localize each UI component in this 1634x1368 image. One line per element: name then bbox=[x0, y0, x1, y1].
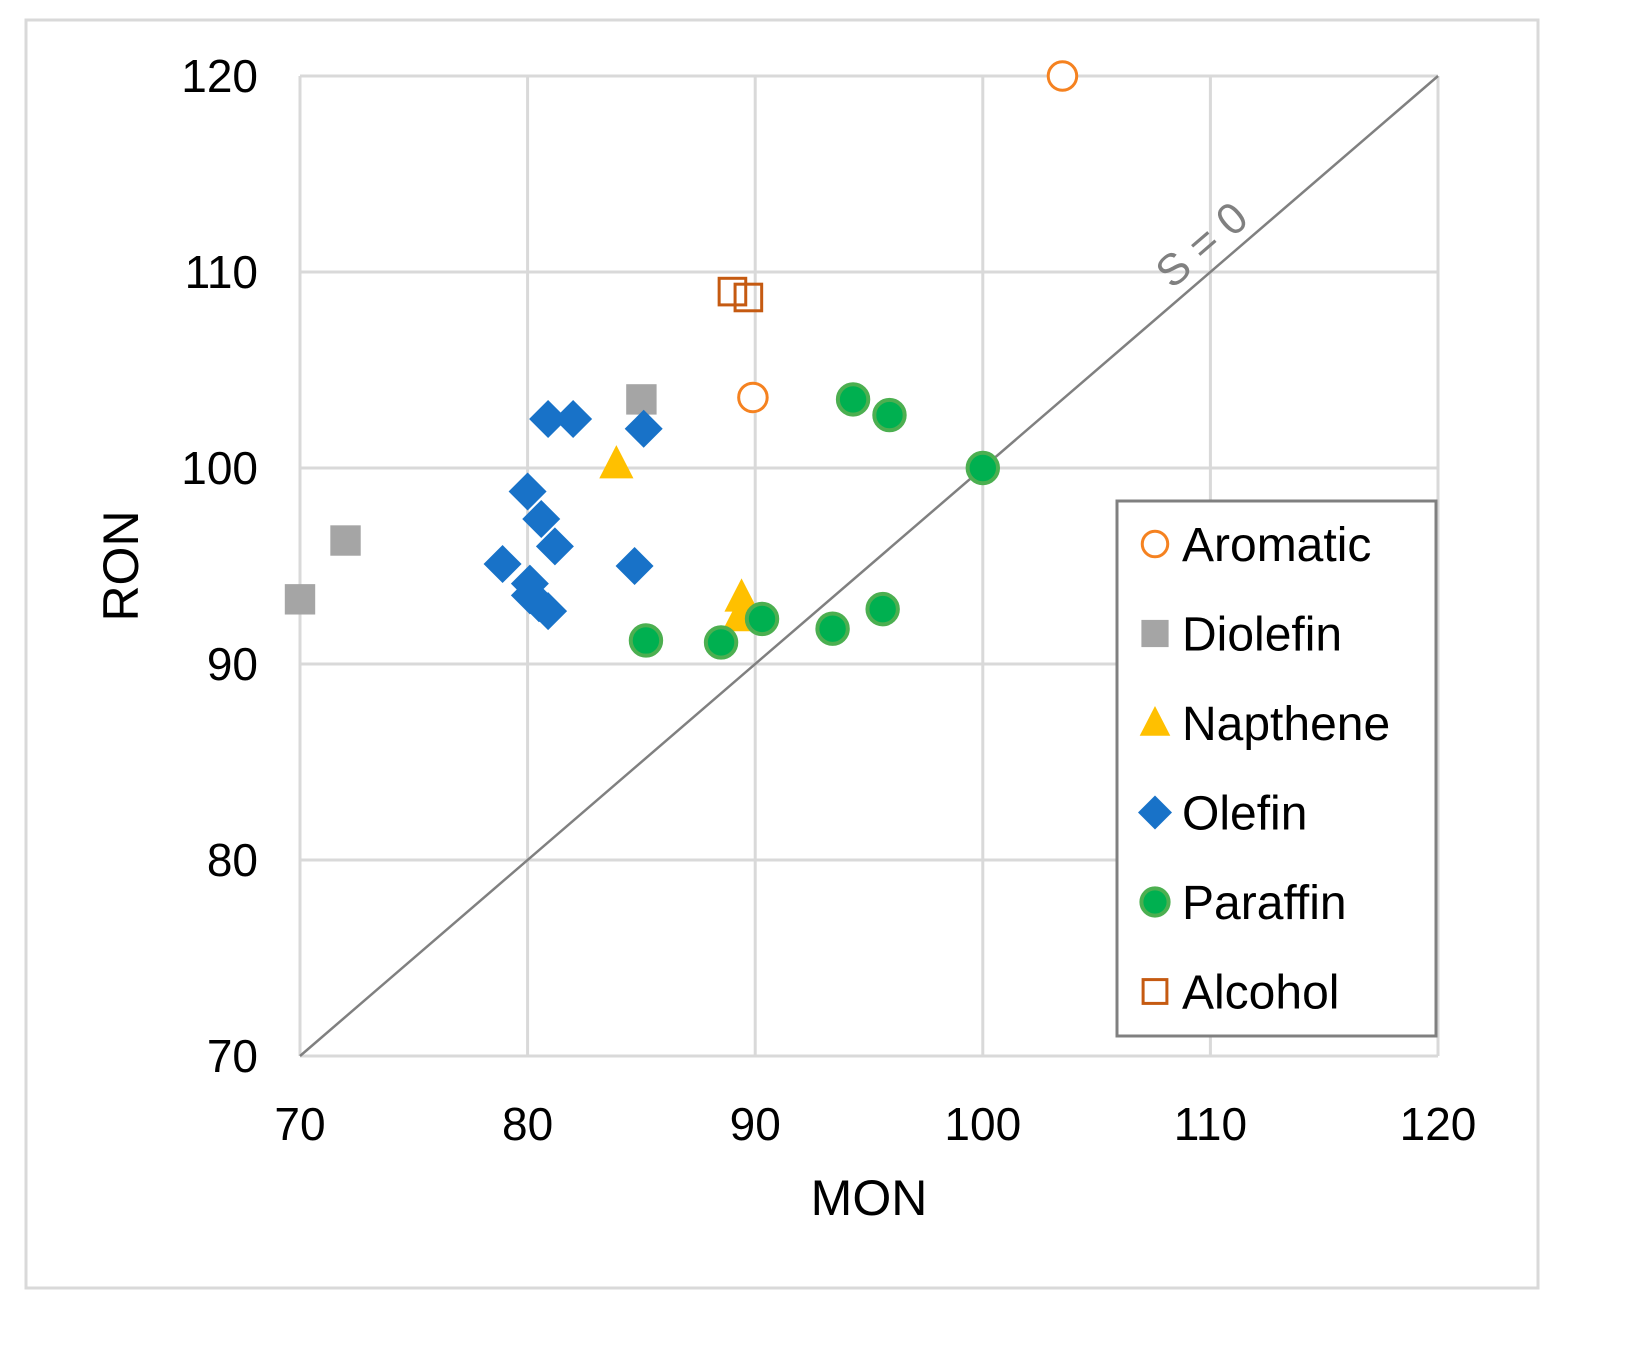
data-point-olefin bbox=[624, 409, 663, 448]
y-tick-label: 90 bbox=[207, 638, 258, 690]
data-point-paraffin bbox=[744, 601, 780, 637]
x-tick-label: 110 bbox=[1174, 1098, 1247, 1150]
legend-box bbox=[1115, 499, 1438, 1038]
data-point-aromatic bbox=[737, 381, 769, 414]
data-point-olefin bbox=[522, 499, 561, 538]
data-point-olefin bbox=[483, 545, 522, 584]
data-point-olefin bbox=[529, 400, 568, 438]
data-point-paraffin bbox=[865, 591, 900, 627]
legend-marker-alcohol bbox=[1141, 978, 1169, 1005]
y-tick-label: 70 bbox=[207, 1030, 258, 1082]
y-tick-label: 80 bbox=[207, 834, 258, 886]
data-point-paraffin bbox=[965, 450, 1000, 486]
x-tick-label: 70 bbox=[274, 1098, 325, 1150]
data-point-napthene bbox=[599, 445, 634, 479]
x-axis-label: MON bbox=[811, 1170, 928, 1226]
data-point-paraffin bbox=[815, 611, 850, 646]
data-point-paraffin bbox=[703, 625, 739, 660]
data-point-olefin bbox=[554, 400, 593, 438]
legend-label-olefin: Olefin bbox=[1182, 788, 1307, 841]
reference-line-s0 bbox=[299, 75, 1439, 1057]
legend-marker-diolefin bbox=[1141, 619, 1169, 648]
data-point-olefin bbox=[508, 472, 547, 511]
data-point-napthene bbox=[724, 578, 759, 612]
data-point-olefin bbox=[529, 592, 568, 631]
x-tick-label: 100 bbox=[944, 1098, 1021, 1150]
y-axis-label: RON bbox=[93, 510, 149, 621]
data-point-paraffin bbox=[872, 397, 907, 433]
legend-label-aromatic: Aromatic bbox=[1182, 519, 1371, 572]
data-point-diolefin bbox=[284, 584, 316, 615]
data-point-aromatic bbox=[1046, 60, 1079, 92]
data-point-olefin bbox=[615, 547, 654, 585]
y-tick-label: 110 bbox=[185, 246, 258, 298]
data-point-diolefin bbox=[626, 384, 657, 415]
data-point-alcohol bbox=[717, 276, 748, 307]
data-point-olefin bbox=[535, 527, 574, 566]
y-tick-label: 100 bbox=[181, 442, 258, 494]
data-point-diolefin bbox=[330, 525, 361, 556]
legend-marker-paraffin bbox=[1139, 886, 1171, 918]
y-tick-label: 120 bbox=[181, 50, 258, 102]
data-point-paraffin bbox=[628, 623, 664, 658]
legend-marker-napthene bbox=[1139, 706, 1171, 736]
data-point-paraffin bbox=[835, 382, 871, 417]
legend-label-diolefin: Diolefin bbox=[1182, 609, 1342, 662]
legend-label-paraffin: Paraffin bbox=[1182, 877, 1347, 930]
x-tick-label: 80 bbox=[502, 1098, 553, 1150]
x-tick-label: 120 bbox=[1400, 1098, 1477, 1150]
legend: Aromatic Diolefin Napthene Olefin Paraffin Al… bbox=[1115, 499, 1438, 1038]
legend-marker-aromatic bbox=[1140, 529, 1170, 559]
legend-label-napthene: Napthene bbox=[1182, 698, 1390, 751]
data-point-alcohol bbox=[733, 282, 764, 313]
x-tick-label: 90 bbox=[730, 1098, 781, 1150]
legend-marker-olefin bbox=[1138, 795, 1172, 830]
legend-label-alcohol: Alcohol bbox=[1182, 967, 1339, 1020]
